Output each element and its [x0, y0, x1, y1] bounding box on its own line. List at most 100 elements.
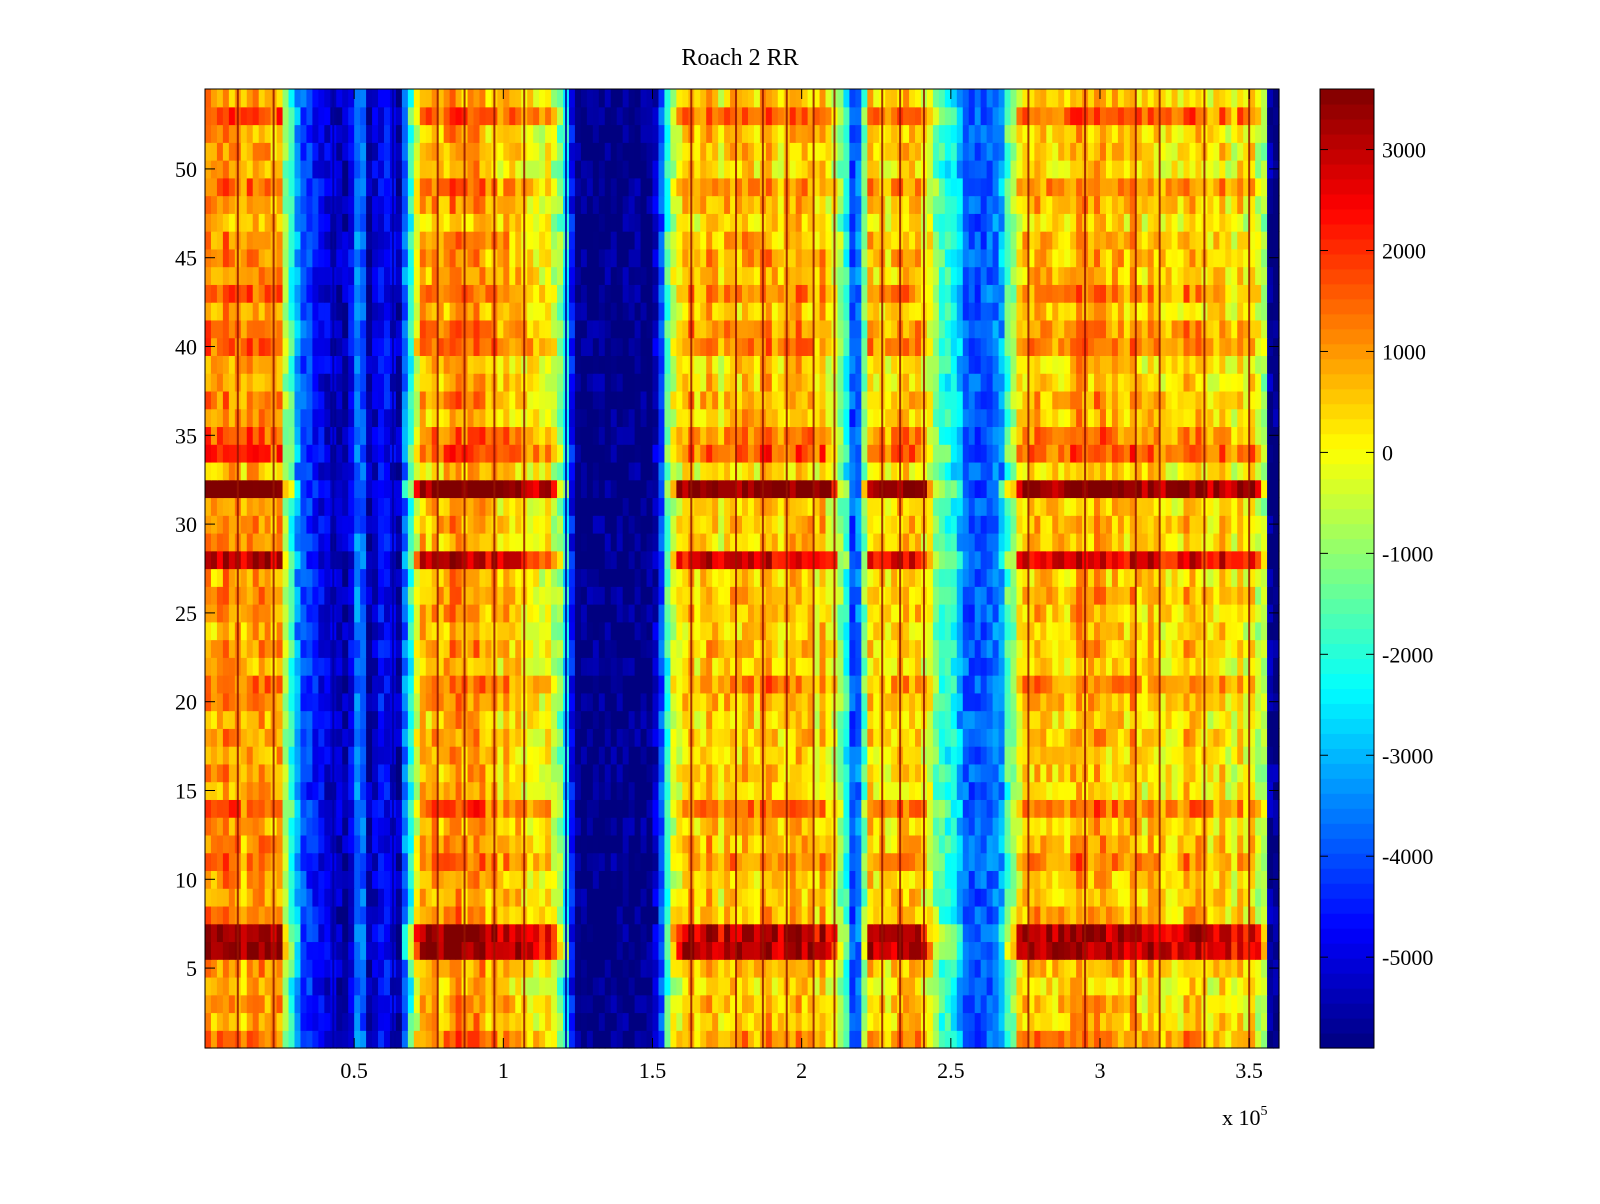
heatmap-cell: [789, 923, 797, 943]
heatmap-cell: [419, 657, 427, 676]
heatmap-cell: [282, 550, 290, 570]
heatmap-cell: [216, 675, 224, 694]
heatmap-cell: [706, 781, 713, 800]
heatmap-cell: [616, 905, 624, 925]
heatmap-cell: [312, 1012, 319, 1031]
heatmap-cell: [1129, 568, 1137, 587]
heatmap-cell: [932, 905, 940, 925]
heatmap-cell: [1094, 568, 1101, 587]
heatmap-cell: [950, 675, 958, 694]
heatmap-cell: [652, 781, 660, 800]
heatmap-cell: [664, 905, 671, 925]
heatmap-cell: [700, 728, 707, 747]
heatmap-cell: [1237, 959, 1244, 978]
heatmap-cell: [950, 550, 958, 570]
heatmap-cell: [813, 781, 821, 800]
heatmap-cell: [992, 604, 1000, 623]
heatmap-cell: [384, 1012, 391, 1031]
heatmap-cell: [443, 1030, 451, 1049]
heatmap-cell: [485, 710, 492, 729]
heatmap-cell: [312, 799, 319, 818]
heatmap-cell: [539, 763, 546, 783]
heatmap-cell: [240, 870, 248, 889]
heatmap-cell: [938, 763, 946, 783]
heatmap-cell: [747, 639, 755, 658]
heatmap-cell: [885, 657, 892, 676]
heatmap-cell: [1195, 639, 1203, 658]
heatmap-cell: [437, 1012, 445, 1031]
heatmap-cell: [1195, 1012, 1203, 1031]
heatmap-cell: [1141, 817, 1149, 836]
heatmap-cell: [533, 923, 540, 943]
heatmap-cell: [1159, 728, 1167, 747]
heatmap-cell: [1177, 888, 1185, 907]
heatmap-cell: [915, 959, 922, 978]
heatmap-cell: [467, 852, 475, 872]
heatmap-cell: [288, 728, 296, 747]
heatmap-cell: [479, 604, 487, 623]
heatmap-cell: [294, 728, 302, 747]
heatmap-cell: [437, 941, 445, 960]
heatmap-cell: [228, 799, 236, 818]
heatmap-cell: [348, 728, 355, 747]
heatmap-cell: [861, 728, 868, 747]
heatmap-cell: [1016, 604, 1024, 623]
heatmap-cell: [479, 834, 487, 854]
heatmap-cell: [1207, 923, 1214, 943]
heatmap-cell: [926, 763, 934, 783]
heatmap-cell: [777, 941, 785, 960]
heatmap-cell: [712, 994, 719, 1014]
heatmap-cell: [652, 870, 660, 889]
heatmap-cell: [932, 763, 940, 783]
heatmap-cell: [843, 959, 850, 978]
heatmap-cell: [1141, 639, 1149, 658]
heatmap-cell: [944, 976, 952, 996]
heatmap-cell: [1046, 852, 1053, 872]
heatmap-cell: [1243, 621, 1250, 641]
heatmap-cell: [1105, 1012, 1113, 1031]
heatmap-cell: [932, 852, 940, 872]
heatmap-cell: [658, 763, 666, 783]
heatmap-cell: [288, 675, 296, 694]
heatmap-cell: [378, 852, 385, 872]
heatmap-cell: [312, 1030, 319, 1049]
heatmap-cell: [455, 905, 463, 925]
heatmap-cell: [1207, 586, 1214, 605]
heatmap-cell: [909, 639, 916, 658]
heatmap-cell: [622, 586, 630, 605]
heatmap-cell: [736, 799, 743, 818]
heatmap-cell: [604, 710, 612, 729]
heatmap-cell: [401, 817, 409, 836]
heatmap-cell: [718, 1030, 725, 1049]
heatmap-cell: [1117, 834, 1125, 854]
heatmap-cell: [533, 781, 540, 800]
heatmap-cell: [276, 550, 284, 570]
heatmap-cell: [891, 852, 898, 872]
heatmap-cell: [962, 959, 970, 978]
heatmap-cell: [1213, 692, 1220, 712]
heatmap-cell: [789, 834, 797, 854]
heatmap-cell: [712, 870, 719, 889]
heatmap-cell: [360, 710, 367, 729]
heatmap-cell: [1064, 870, 1071, 889]
heatmap-cell: [765, 834, 773, 854]
heatmap-cell: [557, 746, 564, 765]
heatmap-cell: [646, 1030, 654, 1049]
heatmap-cell: [1135, 586, 1143, 605]
heatmap-cell: [1273, 746, 1280, 765]
heatmap-cell: [1022, 888, 1029, 907]
heatmap-cell: [932, 710, 940, 729]
heatmap-cell: [1231, 905, 1238, 925]
heatmap-cell: [1111, 994, 1119, 1014]
heatmap-cell: [843, 763, 850, 783]
heatmap-cell: [819, 586, 827, 605]
heatmap-cell: [1034, 586, 1041, 605]
heatmap-cell: [372, 976, 379, 996]
heatmap-cell: [395, 1012, 403, 1031]
heatmap-cell: [932, 586, 940, 605]
heatmap-cell: [909, 657, 916, 676]
heatmap-cell: [1016, 586, 1024, 605]
heatmap-cell: [646, 639, 654, 658]
heatmap-cell: [1243, 568, 1250, 587]
heatmap-cell: [610, 604, 618, 623]
